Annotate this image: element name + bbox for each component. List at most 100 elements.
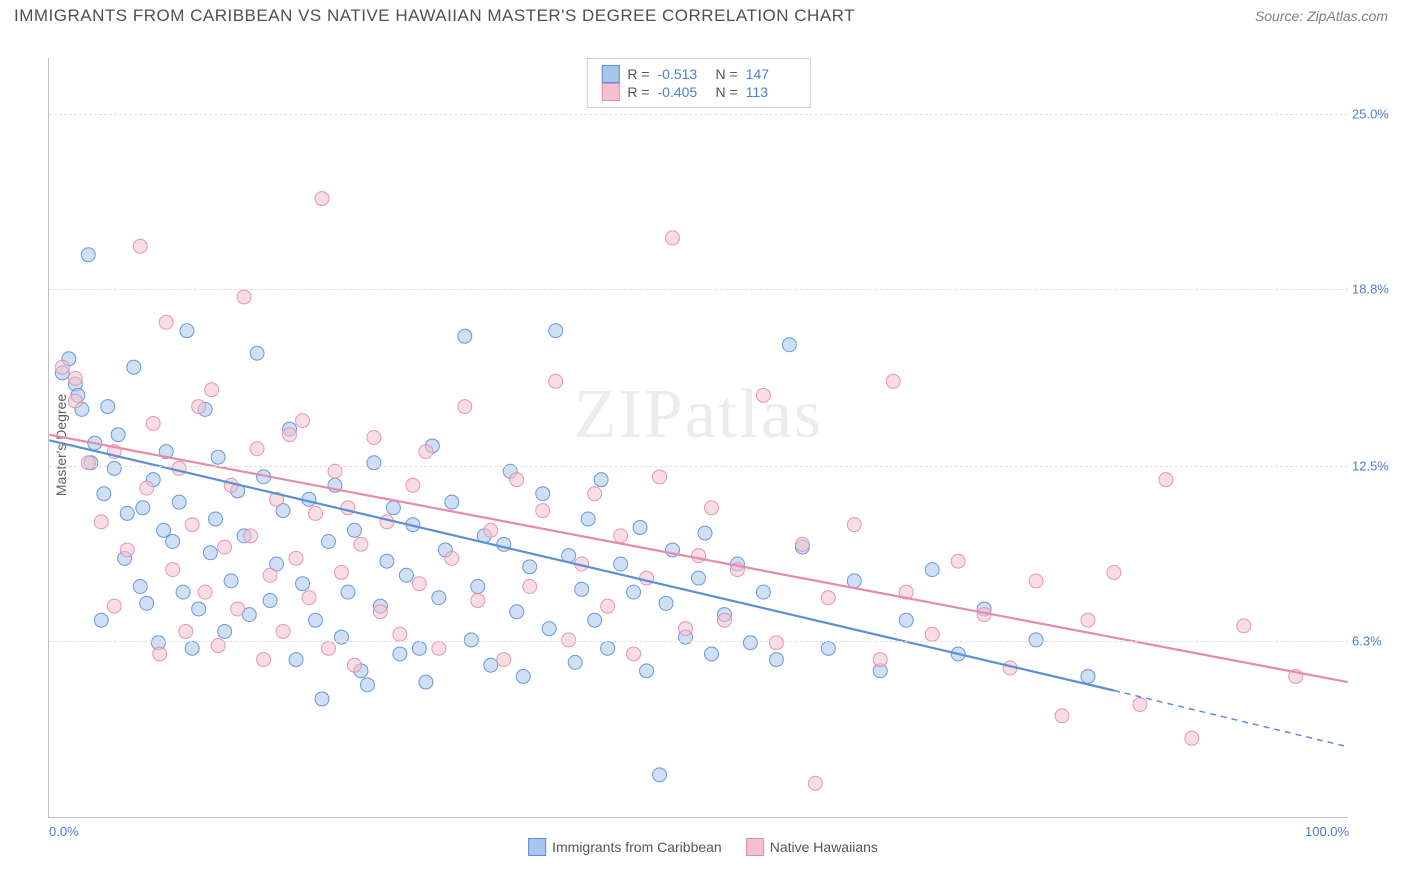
data-point <box>68 394 82 408</box>
data-point <box>296 414 310 428</box>
data-point <box>107 445 121 459</box>
data-point <box>289 551 303 565</box>
legend-item[interactable]: Immigrants from Caribbean <box>528 838 722 856</box>
data-point <box>601 641 615 655</box>
data-point <box>1029 574 1043 588</box>
data-point <box>101 400 115 414</box>
data-point <box>380 554 394 568</box>
data-point <box>951 647 965 661</box>
data-point <box>209 512 223 526</box>
data-point <box>925 563 939 577</box>
data-point <box>445 495 459 509</box>
data-point <box>315 192 329 206</box>
data-point <box>873 653 887 667</box>
data-point <box>309 613 323 627</box>
data-point <box>951 554 965 568</box>
data-point <box>315 692 329 706</box>
data-point <box>899 585 913 599</box>
data-point <box>653 768 667 782</box>
data-point <box>1081 669 1095 683</box>
data-point <box>107 599 121 613</box>
data-point <box>140 481 154 495</box>
legend-swatch <box>601 83 619 101</box>
data-point <box>185 518 199 532</box>
data-point <box>692 571 706 585</box>
n-label: N = <box>716 84 738 100</box>
data-point <box>120 543 134 557</box>
legend-swatch <box>746 838 764 856</box>
data-point <box>1289 669 1303 683</box>
gridline <box>49 289 1348 290</box>
data-point <box>166 563 180 577</box>
data-point <box>242 608 256 622</box>
data-point <box>283 422 297 436</box>
data-point <box>55 360 69 374</box>
data-point <box>510 605 524 619</box>
data-point <box>821 591 835 605</box>
data-point <box>873 664 887 678</box>
data-point <box>347 658 361 672</box>
data-point <box>71 388 85 402</box>
legend-label: Native Hawaiians <box>770 839 878 855</box>
data-point <box>458 329 472 343</box>
data-point <box>653 470 667 484</box>
data-point <box>627 585 641 599</box>
data-point <box>133 239 147 253</box>
data-point <box>276 624 290 638</box>
data-point <box>808 776 822 790</box>
data-point <box>218 624 232 638</box>
data-point <box>94 613 108 627</box>
data-point <box>412 577 426 591</box>
data-point <box>84 456 98 470</box>
data-point <box>484 523 498 537</box>
data-point <box>847 518 861 532</box>
trend-line <box>49 440 1114 690</box>
data-point <box>250 346 264 360</box>
gridline <box>49 466 1348 467</box>
gridline <box>49 114 1348 115</box>
data-point <box>575 557 589 571</box>
data-point <box>471 579 485 593</box>
data-point <box>821 641 835 655</box>
data-point <box>68 371 82 385</box>
data-point <box>730 557 744 571</box>
correlation-row: R =-0.405N =113 <box>601 83 795 101</box>
data-point <box>118 551 132 565</box>
data-point <box>1159 473 1173 487</box>
data-point <box>172 495 186 509</box>
data-point <box>367 456 381 470</box>
data-point <box>81 248 95 262</box>
data-point <box>977 608 991 622</box>
data-point <box>438 543 452 557</box>
n-label: N = <box>716 66 738 82</box>
data-point <box>640 664 654 678</box>
data-point <box>471 594 485 608</box>
data-point <box>75 402 89 416</box>
data-point <box>666 543 680 557</box>
data-point <box>218 540 232 554</box>
data-point <box>1133 698 1147 712</box>
data-point <box>276 504 290 518</box>
data-point <box>516 669 530 683</box>
trend-line-extension <box>1114 691 1348 747</box>
data-point <box>730 563 744 577</box>
data-point <box>419 675 433 689</box>
data-point <box>341 501 355 515</box>
data-point <box>354 664 368 678</box>
data-point <box>172 461 186 475</box>
r-value: -0.513 <box>658 66 708 82</box>
data-point <box>399 568 413 582</box>
data-point <box>640 571 654 585</box>
data-point <box>360 678 374 692</box>
data-point <box>679 630 693 644</box>
data-point <box>373 605 387 619</box>
data-point <box>296 577 310 591</box>
data-point <box>1003 661 1017 675</box>
data-point <box>111 428 125 442</box>
data-point <box>321 535 335 549</box>
legend-item[interactable]: Native Hawaiians <box>746 838 878 856</box>
data-point <box>159 445 173 459</box>
data-point <box>627 647 641 661</box>
data-point <box>575 582 589 596</box>
data-point <box>1055 709 1069 723</box>
